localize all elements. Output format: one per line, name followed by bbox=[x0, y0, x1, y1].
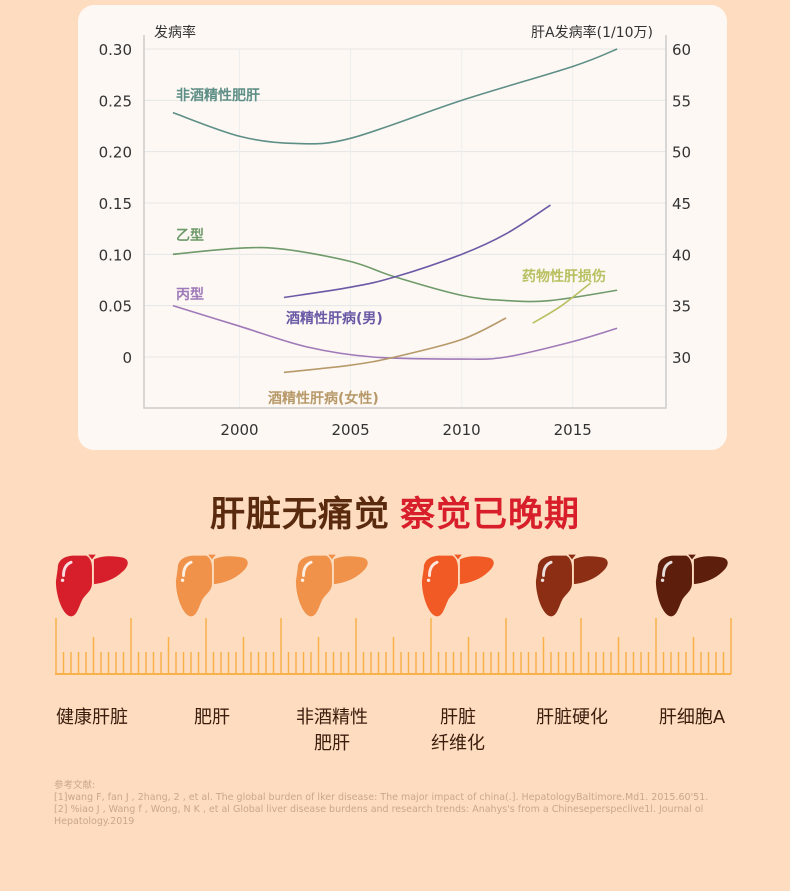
stage-label: 肥肝 bbox=[194, 707, 230, 728]
stage-label: 肝脏 纤维化 bbox=[431, 707, 485, 754]
incidence-line-chart: 0.30 60 0.25 55 0.20 50 0.15 45 0.10 40 0.05 35 0 30 2… bbox=[99, 24, 692, 439]
stage-label: 肝细胞A bbox=[658, 707, 726, 728]
series-label: 药物性肝损伤 bbox=[522, 268, 606, 285]
headline-part2: 察觉已晚期 bbox=[400, 495, 581, 535]
left-tick-label: 0.25 bbox=[99, 92, 132, 110]
left-tick-label: 0.10 bbox=[99, 246, 132, 264]
right-axis-title: 肝A发病率(1/10万) bbox=[531, 24, 653, 41]
right-tick-label: 55 bbox=[672, 92, 691, 110]
liver-icon bbox=[294, 554, 370, 618]
left-tick-label: 0.15 bbox=[99, 195, 132, 213]
series-line bbox=[172, 304, 618, 360]
right-tick-label: 45 bbox=[672, 195, 691, 213]
liver-icon bbox=[174, 554, 250, 618]
series-label: 乙型 bbox=[176, 227, 204, 244]
chart-card: 0.30 60 0.25 55 0.20 50 0.15 45 0.10 40 0.05 35 0 30 2… bbox=[78, 5, 727, 450]
liver-icon bbox=[420, 554, 496, 618]
right-tick-label: 35 bbox=[672, 298, 691, 316]
right-tick-label: 30 bbox=[672, 349, 691, 367]
series-label: 丙型 bbox=[176, 286, 204, 303]
series-label: 酒精性肝病(男) bbox=[286, 310, 383, 327]
series-label: 非酒精性肥肝 bbox=[176, 87, 260, 104]
right-tick-label: 60 bbox=[672, 41, 691, 59]
right-tick-label: 40 bbox=[672, 246, 691, 264]
reference-1: [1]wang F, fan J , 2hang, 2 , et al. The… bbox=[54, 792, 709, 803]
left-tick-label: 0.05 bbox=[99, 298, 132, 316]
series-line bbox=[283, 317, 507, 374]
left-tick-label: 0.20 bbox=[99, 144, 132, 162]
stage-label: 健康肝脏 bbox=[56, 707, 128, 728]
references: 参考文献: [1]wang F, fan J , 2hang, 2 , et a… bbox=[54, 780, 744, 828]
right-tick-label: 50 bbox=[672, 144, 691, 162]
x-tick-label: 2005 bbox=[331, 421, 369, 439]
ruler bbox=[55, 618, 732, 675]
headline-part1: 肝脏无痛觉 bbox=[209, 495, 390, 535]
liver-icon bbox=[54, 554, 130, 618]
left-tick-label: 0.30 bbox=[99, 41, 132, 59]
x-tick-label: 2015 bbox=[554, 421, 592, 439]
series-line bbox=[172, 48, 618, 145]
series-line bbox=[532, 282, 591, 324]
stage-label: 非酒精性 肥肝 bbox=[296, 707, 368, 754]
reference-2: [2] %iao J , Wang f , Wong, N K , et al … bbox=[54, 804, 704, 827]
liver-icon bbox=[654, 554, 730, 618]
references-title: 参考文献: bbox=[54, 780, 96, 791]
x-tick-label: 2010 bbox=[443, 421, 481, 439]
stage-label: 肝脏硬化 bbox=[536, 707, 608, 728]
series-line bbox=[283, 204, 551, 299]
left-tick-label: 0 bbox=[122, 349, 132, 367]
plot-frame bbox=[143, 35, 667, 409]
liver-icon bbox=[534, 554, 610, 618]
left-axis-title: 发病率 bbox=[154, 24, 196, 41]
headline: 肝脏无痛觉 察觉已晚期 bbox=[0, 486, 790, 537]
series-label: 酒精性肝病(女性) bbox=[268, 390, 379, 407]
x-tick-label: 2000 bbox=[220, 421, 258, 439]
